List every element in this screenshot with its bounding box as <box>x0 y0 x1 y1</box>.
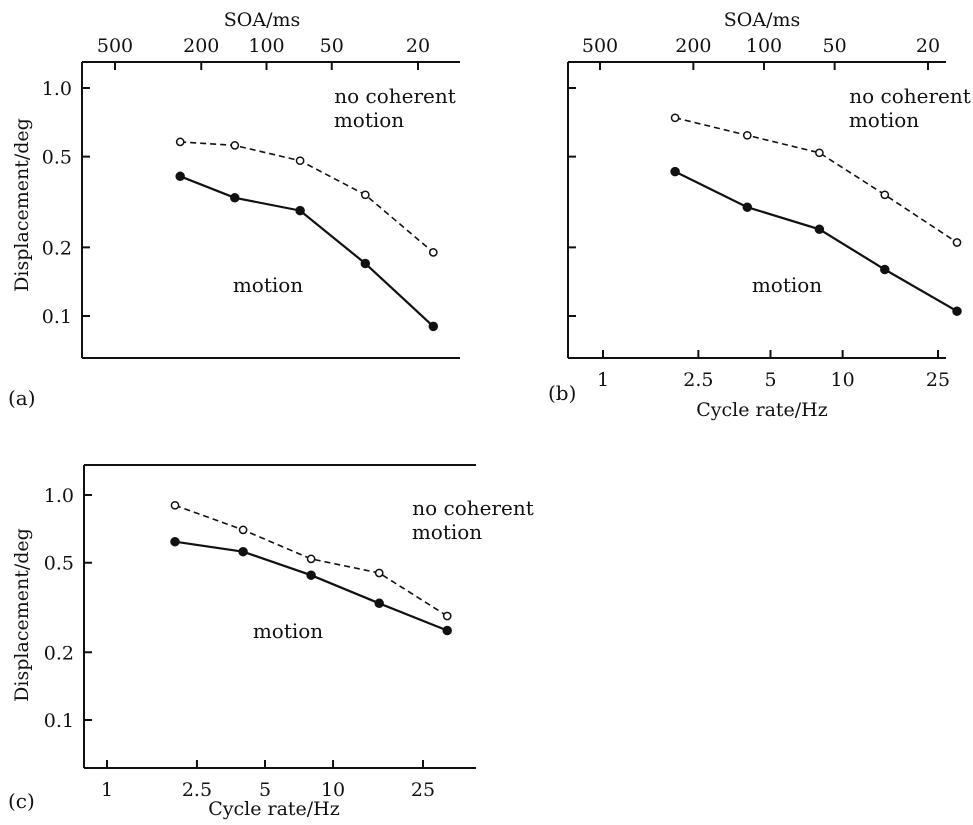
top-axis-title: SOA/ms <box>724 9 800 31</box>
y-tick-label: 1.0 <box>44 485 74 507</box>
y-axis-title: Displacement/deg <box>11 118 33 292</box>
x-tick-label: 5 <box>259 779 271 801</box>
annotation-label: no coherent <box>412 496 534 520</box>
open-point <box>815 148 824 158</box>
top-tick-label: 500 <box>97 35 133 57</box>
filled-point <box>374 598 384 609</box>
top-tick-label: 100 <box>746 35 782 57</box>
filled-point <box>306 570 316 580</box>
open-point <box>306 554 316 564</box>
open-point <box>742 130 752 140</box>
open-point <box>238 525 248 535</box>
open-point <box>428 248 438 257</box>
filled-point <box>238 546 248 557</box>
top-tick-label: 200 <box>675 35 711 57</box>
filled-point <box>880 264 890 275</box>
filled-point <box>360 258 371 269</box>
y-tick-label: 0.5 <box>44 553 74 575</box>
y-tick-label: 0.5 <box>42 147 72 169</box>
filled-point <box>952 306 962 316</box>
filled-point <box>742 202 753 212</box>
x-tick-label: 2.5 <box>182 779 212 801</box>
filled-point <box>670 166 680 177</box>
filled-point <box>295 205 305 216</box>
annotation-label: motion <box>253 619 323 643</box>
x-axis-title: Cycle rate/Hz <box>208 798 340 820</box>
top-tick-label: 50 <box>320 35 344 57</box>
top-tick-label: 20 <box>916 35 940 57</box>
open-point <box>360 190 370 200</box>
annotation-label: motion <box>233 273 303 297</box>
x-tick-label: 2.5 <box>683 369 713 391</box>
filled-point <box>170 536 180 547</box>
filled-point <box>428 321 439 332</box>
x-tick-label: 1 <box>597 369 609 391</box>
x-tick-label: 5 <box>764 369 776 391</box>
panel-label: (a) <box>8 386 36 410</box>
x-tick-label: 25 <box>926 369 950 391</box>
y-tick-label: 1.0 <box>42 78 72 100</box>
y-tick-label: 0.2 <box>42 237 72 259</box>
open-point <box>230 141 240 150</box>
y-tick-label: 0.1 <box>44 710 74 732</box>
series-line-no-coherent-motion <box>180 141 434 254</box>
open-point <box>170 500 180 510</box>
x-tick-label: 25 <box>411 779 435 801</box>
filled-point <box>175 171 185 182</box>
series-line-no-coherent-motion <box>174 504 448 617</box>
top-tick-label: 500 <box>582 35 618 57</box>
annotation-label: no coherent <box>849 84 971 108</box>
open-point <box>952 238 962 247</box>
y-axis-title: Displacement/deg <box>11 528 33 702</box>
filled-point <box>814 224 825 235</box>
filled-point <box>230 193 240 203</box>
open-point <box>442 611 452 621</box>
top-tick-label: 100 <box>248 35 284 57</box>
x-tick-label: 10 <box>831 369 855 391</box>
panel-label: (b) <box>548 381 576 405</box>
annotation-label: motion <box>412 520 482 544</box>
open-point <box>374 568 384 578</box>
x-tick-label: 1 <box>101 779 113 801</box>
series-line-motion <box>179 175 435 328</box>
open-point <box>175 137 185 147</box>
annotation-label: motion <box>752 273 822 297</box>
y-tick-label: 0.2 <box>44 642 74 664</box>
open-point <box>295 156 305 166</box>
annotation-label: no coherent <box>334 84 456 108</box>
top-axis-title: SOA/ms <box>224 9 300 31</box>
top-tick-label: 50 <box>823 35 847 57</box>
panel-label: (c) <box>8 789 35 813</box>
filled-point <box>442 625 452 636</box>
top-tick-label: 20 <box>406 35 430 57</box>
annotation-label: motion <box>334 108 404 132</box>
x-axis-title: Cycle rate/Hz <box>696 399 828 421</box>
x-tick-label: 10 <box>321 779 345 801</box>
series-line-no-coherent-motion <box>674 117 958 244</box>
annotation-label: motion <box>849 108 919 132</box>
open-point <box>670 113 680 123</box>
top-tick-label: 200 <box>183 35 219 57</box>
y-tick-label: 0.1 <box>42 306 72 328</box>
open-point <box>880 190 890 200</box>
